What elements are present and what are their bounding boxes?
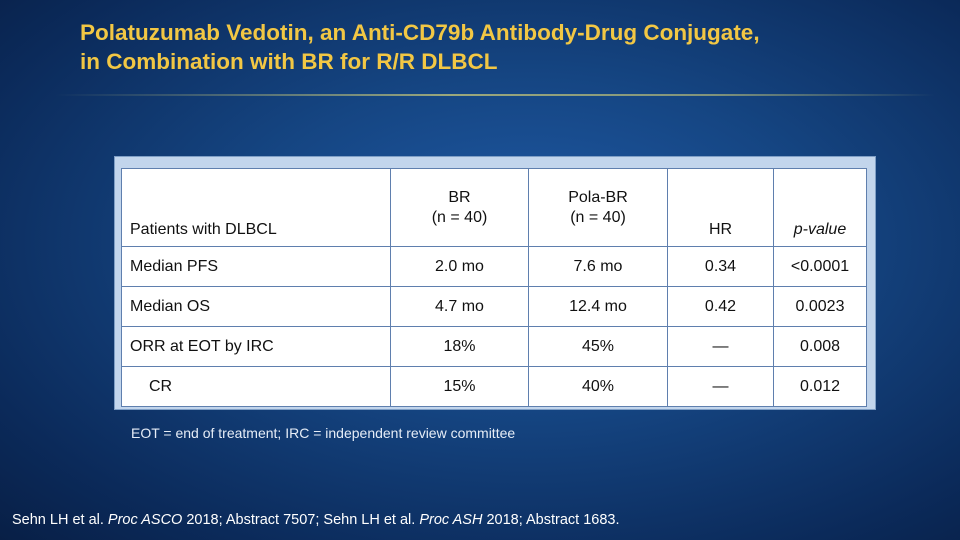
cell-pola-br: 7.6 mo: [528, 246, 668, 287]
citation-part-3: 2018; Abstract 1683.: [482, 512, 620, 528]
citation-part-2: 2018; Abstract 7507; Sehn LH et al.: [182, 512, 420, 528]
header-patients-label: Patients with DLBCL: [121, 168, 391, 247]
table-row: ORR at EOT by IRC 18% 45% — 0.008: [121, 326, 867, 367]
table-row: Median OS 4.7 mo 12.4 mo 0.42 0.0023: [121, 286, 867, 327]
citation-part-1: Sehn LH et al.: [12, 512, 108, 528]
cell-p-value: 0.008: [773, 326, 867, 367]
cell-p-value: 0.0023: [773, 286, 867, 327]
slide-title-line-2: in Combination with BR for R/R DLBCL: [80, 49, 498, 74]
cell-p-value: 0.012: [773, 366, 867, 407]
table-header-row: Patients with DLBCL BR (n = 40) Pola-BR …: [121, 168, 867, 247]
table-row: CR 15% 40% — 0.012: [121, 366, 867, 407]
footnote: EOT = end of treatment; IRC = independen…: [131, 425, 516, 441]
row-label: Median OS: [121, 286, 391, 327]
header-p-value: p-value: [773, 168, 867, 247]
citation-journal-1: Proc ASCO: [107, 512, 183, 528]
slide-title-line-1: Polatuzumab Vedotin, an Anti-CD79b Antib…: [80, 20, 760, 45]
header-pola-br-line2: (n = 40): [570, 208, 626, 226]
cell-p-value: <0.0001: [773, 246, 867, 287]
citation-journal-2: Proc ASH: [419, 512, 483, 528]
table-row: Median PFS 2.0 mo 7.6 mo 0.34 <0.0001: [121, 246, 867, 287]
cell-pola-br: 12.4 mo: [528, 286, 668, 327]
cell-hr: 0.34: [667, 246, 774, 287]
header-br-line2: (n = 40): [431, 208, 488, 226]
cell-br: 4.7 mo: [390, 286, 529, 327]
results-table: Patients with DLBCL BR (n = 40) Pola-BR …: [121, 168, 867, 407]
header-br: BR (n = 40): [390, 168, 529, 247]
cell-br: 2.0 mo: [390, 246, 529, 287]
cell-br: 15%: [390, 366, 529, 407]
cell-pola-br: 45%: [528, 326, 668, 367]
title-divider: [55, 94, 935, 96]
header-pola-br-line1: Pola-BR: [568, 188, 628, 206]
cell-hr: —: [667, 366, 774, 407]
cell-hr: 0.42: [667, 286, 774, 327]
row-label: CR: [121, 366, 391, 407]
header-hr: HR: [667, 168, 774, 247]
cell-br: 18%: [390, 326, 529, 367]
cell-hr: —: [667, 326, 774, 367]
header-br-line1: BR: [448, 188, 471, 206]
header-p-value-text: p-value: [793, 221, 847, 238]
header-pola-br: Pola-BR (n = 40): [528, 168, 668, 247]
row-label: ORR at EOT by IRC: [121, 326, 391, 367]
citation: Sehn LH et al. Proc ASCO 2018; Abstract …: [12, 512, 620, 528]
slide-title: Polatuzumab Vedotin, an Anti-CD79b Antib…: [80, 18, 920, 76]
row-label: Median PFS: [121, 246, 391, 287]
cell-pola-br: 40%: [528, 366, 668, 407]
